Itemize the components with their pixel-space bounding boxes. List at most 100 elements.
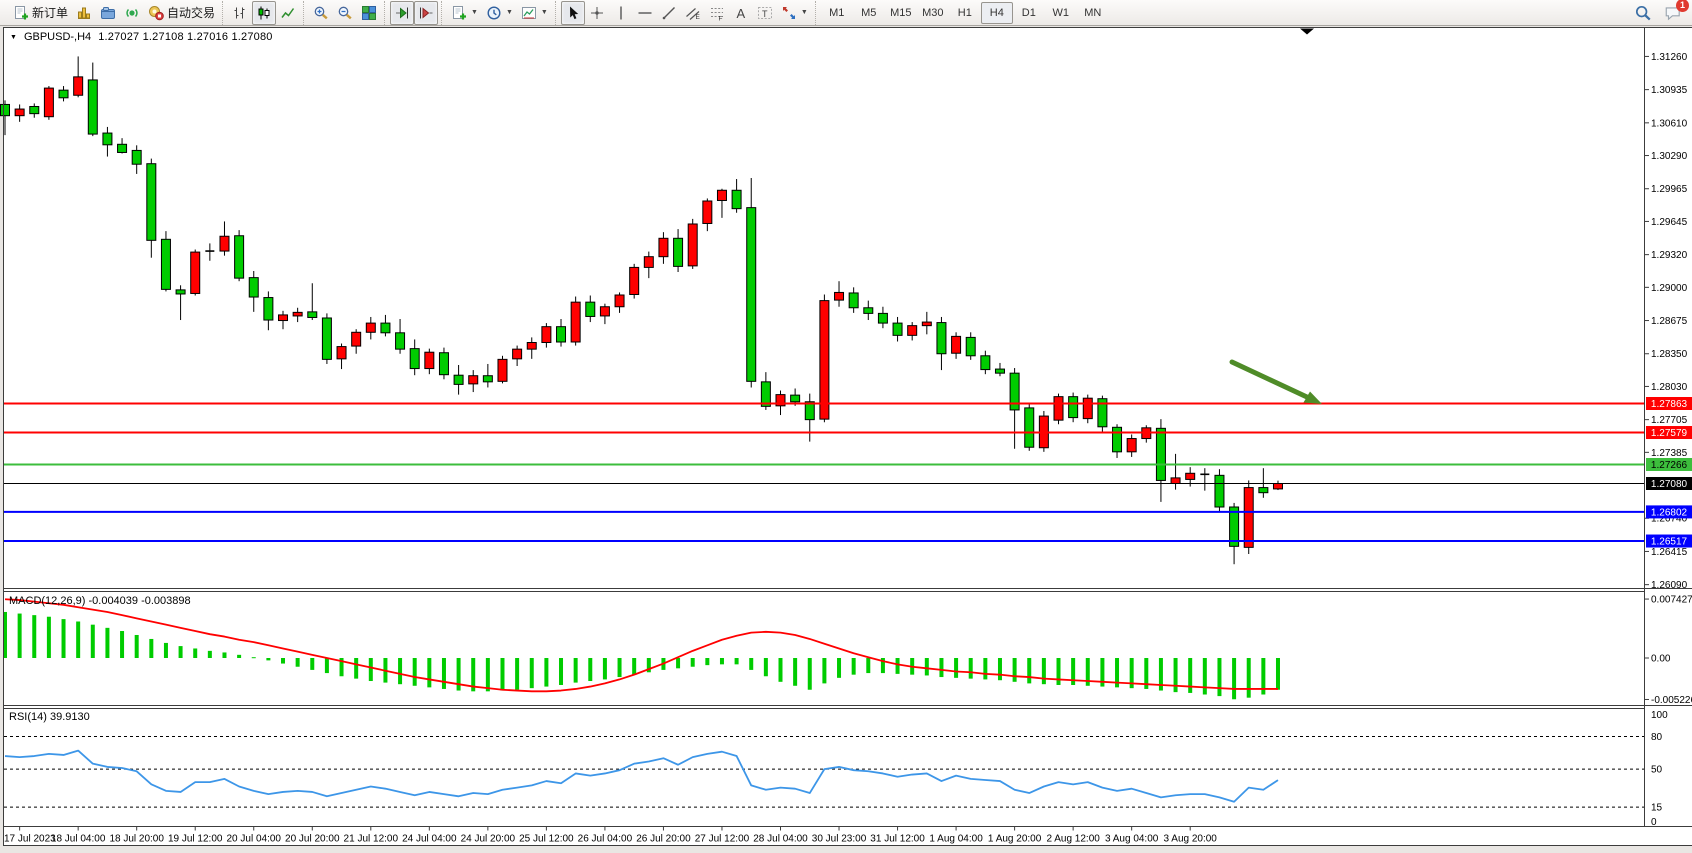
candle-down bbox=[1258, 487, 1269, 494]
candle-up bbox=[73, 76, 84, 96]
trendline-button[interactable] bbox=[657, 1, 681, 25]
text-label-button[interactable]: T bbox=[753, 1, 777, 25]
clock-icon bbox=[487, 5, 501, 20]
new-order-button[interactable]: 新订单 bbox=[9, 1, 72, 25]
macd-histogram-bar bbox=[851, 658, 856, 675]
auto-scroll-icon bbox=[396, 6, 409, 19]
macd-histogram-bar bbox=[266, 658, 271, 661]
fibonacci-button[interactable]: F bbox=[705, 1, 729, 25]
timeframe-m15-button[interactable]: M15 bbox=[890, 6, 912, 19]
time-tick-label: 24 Jul 20:00 bbox=[461, 834, 516, 845]
zoom-out-icon bbox=[338, 6, 352, 19]
candle-down bbox=[409, 348, 420, 370]
macd-histogram-bar bbox=[339, 658, 344, 677]
macd-histogram-bar bbox=[485, 658, 490, 692]
notification-badge: 1 bbox=[1676, 0, 1689, 12]
chart-shift-icon bbox=[420, 6, 433, 19]
candle-up bbox=[614, 294, 625, 308]
macd-histogram-bar bbox=[954, 658, 959, 678]
price-axis[interactable]: 1.31260 1.30935 1.30610 1.30290 1.29965 1.296… bbox=[1644, 52, 1692, 591]
candle-up bbox=[1053, 396, 1064, 421]
macd-histogram-bar bbox=[1275, 658, 1280, 690]
candle-up bbox=[570, 301, 581, 343]
rsi-tick-label: 100 bbox=[1651, 710, 1668, 721]
timeframe-m30-button[interactable]: M30 bbox=[922, 6, 944, 19]
candle-up bbox=[907, 325, 918, 336]
autotrading-icon bbox=[149, 5, 164, 20]
macd-histogram-bar bbox=[398, 658, 403, 685]
channel-button[interactable]: E bbox=[681, 1, 705, 25]
toolbar-group-scroll bbox=[384, 0, 439, 25]
auto-scroll-button[interactable] bbox=[390, 0, 415, 25]
candle-down bbox=[263, 297, 274, 321]
autotrading-button[interactable]: 自动交易 bbox=[144, 1, 219, 25]
zoom-in-button[interactable] bbox=[309, 1, 333, 25]
indicators-button[interactable]: ▼ bbox=[447, 1, 482, 25]
chart-ohlc-values: 1.27027 1.27108 1.27016 1.27080 bbox=[98, 31, 273, 43]
candle-down bbox=[1097, 398, 1108, 428]
candle-down bbox=[307, 311, 318, 318]
macd-histogram-bar bbox=[251, 657, 256, 659]
candle-down bbox=[438, 352, 449, 376]
arrows-button[interactable]: ▼ bbox=[777, 1, 812, 25]
candle-down bbox=[0, 103, 10, 117]
periods-button[interactable]: ▼ bbox=[482, 1, 517, 25]
price-chart[interactable]: 1.31260 1.30935 1.30610 1.30290 1.29965 1.296… bbox=[0, 26, 1692, 853]
candle-up bbox=[468, 375, 479, 385]
zoom-in-icon bbox=[314, 6, 328, 19]
timeframe-h1-button[interactable]: H1 bbox=[957, 6, 972, 19]
candle-up bbox=[424, 351, 435, 370]
chat-button[interactable]: 1 bbox=[1664, 0, 1689, 22]
macd-histogram-bar bbox=[1071, 658, 1076, 685]
candle-down bbox=[395, 332, 406, 350]
macd-histogram-bar bbox=[1232, 658, 1237, 700]
bar-chart-button[interactable] bbox=[228, 1, 252, 25]
zoom-out-button[interactable] bbox=[333, 1, 357, 25]
chart-dropdown-icon[interactable]: ▼ bbox=[10, 33, 17, 41]
candle-down bbox=[994, 368, 1005, 374]
cursor-button[interactable] bbox=[560, 0, 585, 25]
timeframe-w1-button[interactable]: W1 bbox=[1052, 6, 1070, 19]
time-tick-label: 25 Jul 12:00 bbox=[519, 834, 574, 845]
timeframe-mn-button[interactable]: MN bbox=[1084, 6, 1102, 19]
trend-arrow-annotation[interactable] bbox=[1229, 359, 1322, 404]
macd-histogram-bar bbox=[822, 658, 827, 684]
profiles-button[interactable] bbox=[96, 1, 120, 25]
timeframe-h4-button[interactable]: H4 bbox=[980, 1, 1013, 24]
macd-histogram-bar bbox=[193, 648, 198, 658]
horizontal-line-button[interactable] bbox=[633, 1, 657, 25]
timeframe-m1-button[interactable]: M1 bbox=[829, 6, 845, 19]
macd-histogram-bar bbox=[134, 634, 139, 658]
macd-histogram-bar bbox=[588, 658, 593, 682]
horizontal-line-icon bbox=[638, 11, 652, 14]
candle-up bbox=[219, 235, 230, 252]
crosshair-button[interactable] bbox=[585, 1, 609, 25]
vertical-line-button[interactable] bbox=[609, 1, 633, 25]
toolbar-right: 1 bbox=[1634, 0, 1690, 22]
macd-histogram-bar bbox=[1115, 658, 1120, 688]
timeframe-d1-button[interactable]: D1 bbox=[1021, 6, 1036, 19]
new-chart-button[interactable] bbox=[72, 1, 96, 25]
search-button[interactable] bbox=[1634, 4, 1652, 22]
main-toolbar: 新订单 自动交易 ▼ ▼ ▼ E F A T ▼ M1 M5 M15 M30 H1 H4 D1 W1 MN 1 bbox=[0, 0, 1692, 26]
chart-shift-button[interactable] bbox=[414, 0, 439, 25]
macd-histogram-bar bbox=[573, 658, 578, 683]
timeframe-m5-button[interactable]: M5 bbox=[861, 6, 877, 19]
candle-down bbox=[234, 235, 245, 279]
tile-windows-button[interactable] bbox=[357, 1, 381, 25]
templates-button[interactable]: ▼ bbox=[517, 1, 552, 25]
candle-down bbox=[760, 381, 771, 407]
price-tick-label: 1.31260 bbox=[1651, 52, 1688, 63]
macd-title: MACD(12,26,9) bbox=[9, 595, 86, 607]
macd-histogram-bar bbox=[1173, 658, 1178, 693]
fibonacci-icon: F bbox=[710, 7, 723, 21]
chart-shift-marker-icon[interactable] bbox=[1300, 28, 1314, 35]
line-chart-button[interactable] bbox=[276, 1, 300, 25]
signals-button[interactable] bbox=[120, 1, 144, 25]
macd-histogram-bar bbox=[807, 658, 812, 690]
text-button[interactable]: A bbox=[729, 1, 753, 25]
candlestick-chart-button[interactable] bbox=[252, 0, 277, 25]
toolbar-group-zoom bbox=[303, 0, 381, 25]
macd-histogram-bar bbox=[32, 615, 37, 658]
